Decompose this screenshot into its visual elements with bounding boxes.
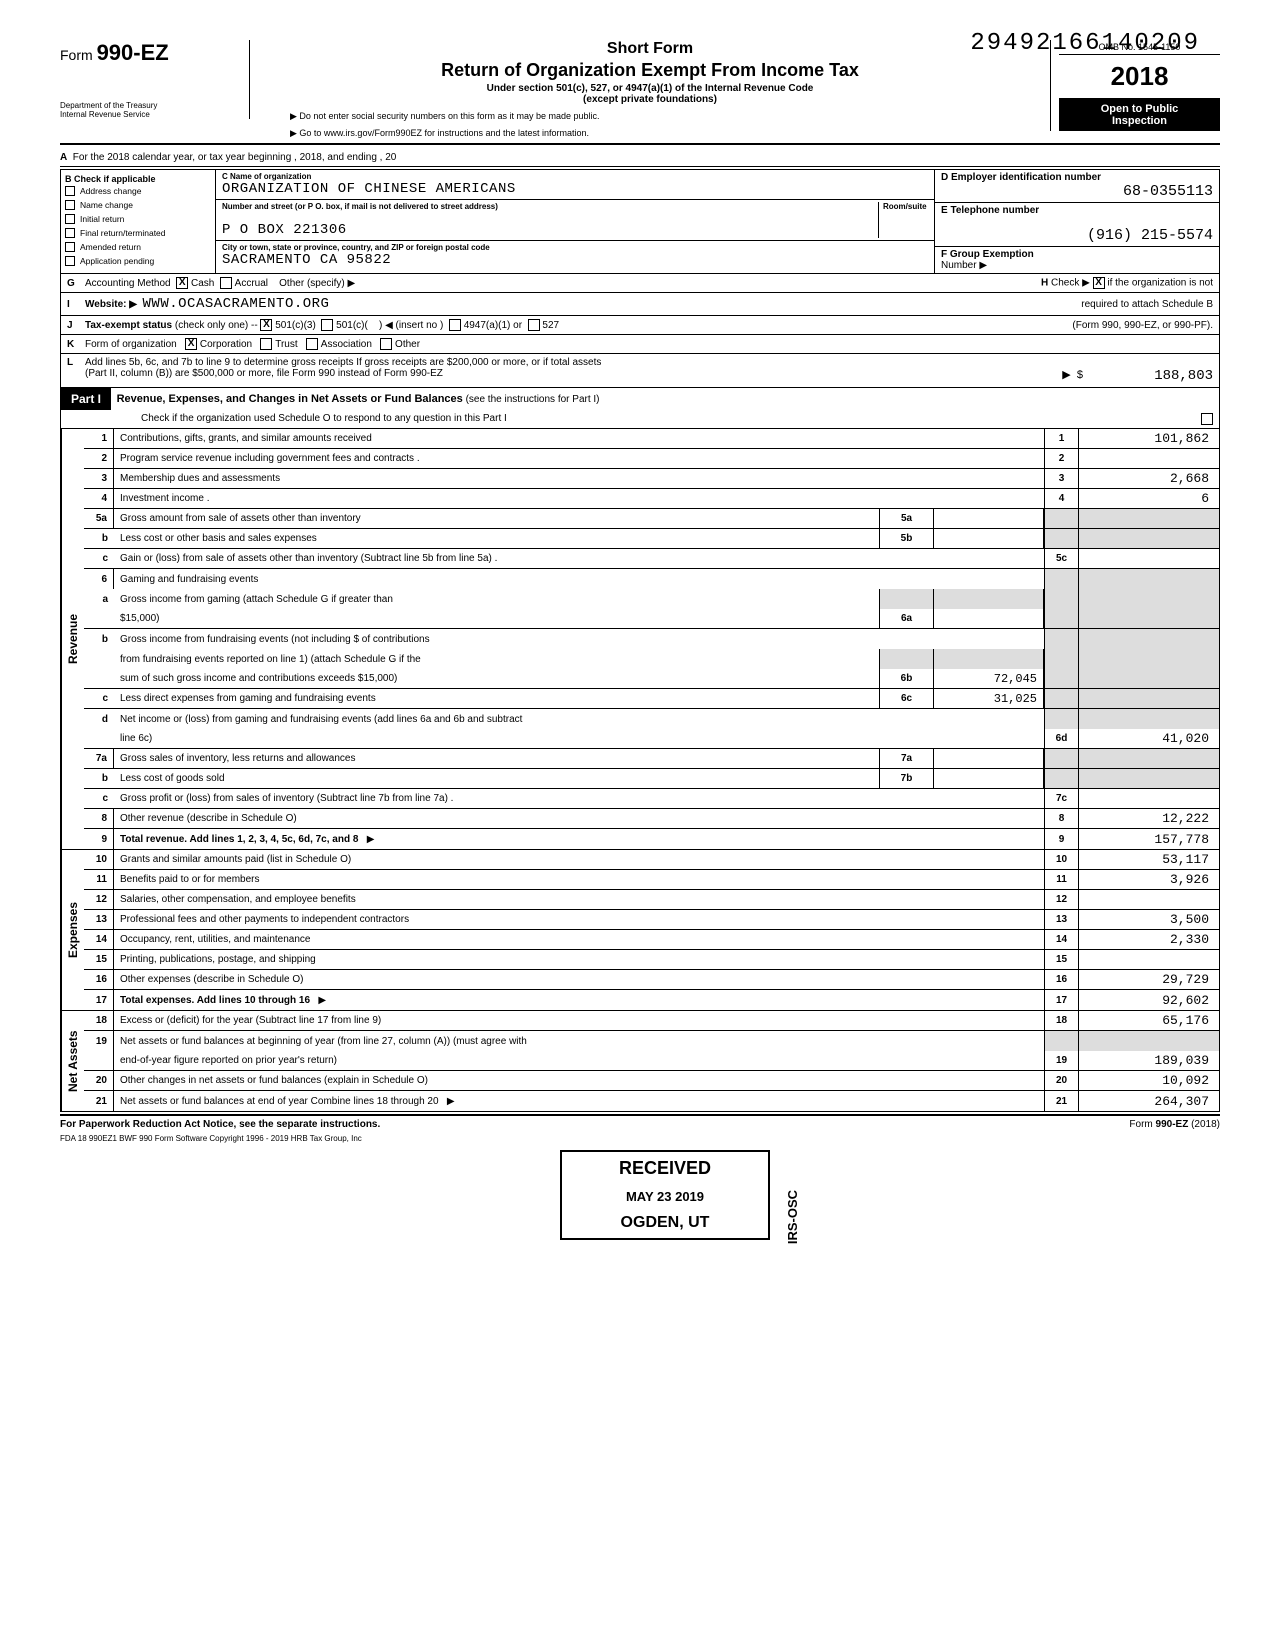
check-trust[interactable] (260, 338, 272, 350)
revenue-label: Revenue (61, 429, 84, 849)
footer: For Paperwork Reduction Act Notice, see … (60, 1114, 1220, 1130)
check-h[interactable] (1093, 277, 1105, 289)
form-number: Form 990-EZ (60, 40, 241, 66)
group-number-label: Number ▶ (941, 260, 1213, 271)
dept-treasury: Department of the Treasury (60, 101, 241, 110)
open-public: Open to PublicInspection (1059, 99, 1220, 131)
form-title: Return of Organization Exempt From Incom… (270, 60, 1030, 81)
line3-value: 2,668 (1079, 469, 1219, 488)
city-label: City or town, state or province, country… (222, 243, 928, 252)
check-527[interactable] (528, 319, 540, 331)
line11-value: 3,926 (1079, 870, 1219, 889)
form-version: Form 990-EZ (2018) (1129, 1119, 1220, 1130)
net-assets-section: Net Assets 18Excess or (deficit) for the… (60, 1011, 1220, 1112)
j-label: Tax-exempt status (85, 320, 172, 331)
software-copyright: FDA 18 990EZ1 BWF 990 Form Software Copy… (60, 1134, 1220, 1143)
line1-value: 101,862 (1079, 429, 1219, 448)
ssn-warning: ▶ Do not enter social security numbers o… (270, 111, 1030, 122)
org-name-label: C Name of organization (222, 172, 928, 181)
line16-value: 29,729 (1079, 970, 1219, 989)
line21-value: 264,307 (1079, 1091, 1219, 1111)
goto-link: ▶ Go to www.irs.gov/Form990EZ for instru… (270, 128, 1030, 139)
received-stamp: RECEIVED MAY 23 2019 OGDEN, UT (560, 1150, 770, 1240)
check-corp[interactable] (185, 338, 197, 350)
tax-year: 2018 (1059, 55, 1220, 99)
l-text1: Add lines 5b, 6c, and 7b to line 9 to de… (85, 357, 601, 368)
room-label: Room/suite (883, 202, 928, 211)
street-value: P O BOX 221306 (222, 222, 878, 238)
city-value: SACRAMENTO CA 95822 (222, 252, 928, 268)
gross-receipts: 188,803 (1083, 368, 1213, 384)
net-assets-label: Net Assets (61, 1011, 84, 1111)
line18-value: 65,176 (1079, 1011, 1219, 1030)
line4-value: 6 (1079, 489, 1219, 508)
check-other-org[interactable] (380, 338, 392, 350)
check-sched-o[interactable] (1201, 413, 1213, 425)
check-initial-return[interactable]: Initial return (65, 212, 211, 226)
paperwork-notice: For Paperwork Reduction Act Notice, see … (60, 1119, 380, 1130)
check-501c3[interactable] (260, 319, 272, 331)
check-col-b: B Check if applicable Address change Nam… (61, 170, 216, 273)
website-value: WWW.OCASACRAMENTO.ORG (143, 296, 330, 312)
check-amended[interactable]: Amended return (65, 240, 211, 254)
check-cash[interactable] (176, 277, 188, 289)
line2-value (1079, 449, 1219, 468)
part1-label: Part I (61, 388, 111, 410)
g-label: Accounting Method (85, 278, 171, 289)
k-label: Form of organization (85, 339, 177, 350)
line20-value: 10,092 (1079, 1071, 1219, 1090)
line14-value: 2,330 (1079, 930, 1219, 949)
ein-label: D Employer identification number (941, 172, 1213, 183)
tel-label: E Telephone number (941, 205, 1213, 216)
check-address-change[interactable]: Address change (65, 184, 211, 198)
dept-irs: Internal Revenue Service (60, 110, 241, 119)
tel-value: (916) 215-5574 (941, 227, 1213, 244)
part1-header: Part I Revenue, Expenses, and Changes in… (60, 388, 1220, 429)
line6b-value: 72,045 (934, 669, 1044, 688)
check-app-pending[interactable]: Application pending (65, 254, 211, 268)
line-a: A For the 2018 calendar year, or tax yea… (60, 149, 1220, 167)
revenue-section: Revenue 1Contributions, gifts, grants, a… (60, 429, 1220, 850)
line8-value: 12,222 (1079, 809, 1219, 828)
check-501c[interactable] (321, 319, 333, 331)
line6c-value: 31,025 (934, 689, 1044, 708)
org-info-grid: B Check if applicable Address change Nam… (60, 169, 1220, 274)
check-final-return[interactable]: Final return/terminated (65, 226, 211, 240)
expenses-label: Expenses (61, 850, 84, 1010)
street-label: Number and street (or P O. box, if mail … (222, 202, 878, 211)
document-code: 29492166140209 (970, 30, 1200, 57)
check-accrual[interactable] (220, 277, 232, 289)
short-form-label: Short Form (270, 40, 1030, 58)
l-text2: (Part II, column (B)) are $500,000 or mo… (85, 368, 443, 384)
irs-osc-stamp: IRS-OSC (785, 1190, 800, 1244)
ein-value: 68-0355113 (941, 183, 1213, 200)
check-4947[interactable] (449, 319, 461, 331)
line13-value: 3,500 (1079, 910, 1219, 929)
line5c-value (1079, 549, 1219, 568)
line10-value: 53,117 (1079, 850, 1219, 869)
line9-value: 157,778 (1079, 829, 1219, 849)
sub-rows: G Accounting Method Cash Accrual Other (… (60, 274, 1220, 388)
line6d-value: 41,020 (1079, 729, 1219, 748)
group-label: F Group Exemption (941, 249, 1213, 260)
line17-value: 92,602 (1079, 990, 1219, 1010)
expenses-section: Expenses 10Grants and similar amounts pa… (60, 850, 1220, 1011)
line19-value: 189,039 (1079, 1051, 1219, 1070)
check-name-change[interactable]: Name change (65, 198, 211, 212)
org-name: ORGANIZATION OF CHINESE AMERICANS (222, 181, 928, 197)
form-subtitle: Under section 501(c), 527, or 4947(a)(1)… (270, 83, 1030, 94)
form-paren: (except private foundations) (270, 94, 1030, 105)
website-label: Website: ▶ (85, 299, 137, 310)
check-assoc[interactable] (306, 338, 318, 350)
